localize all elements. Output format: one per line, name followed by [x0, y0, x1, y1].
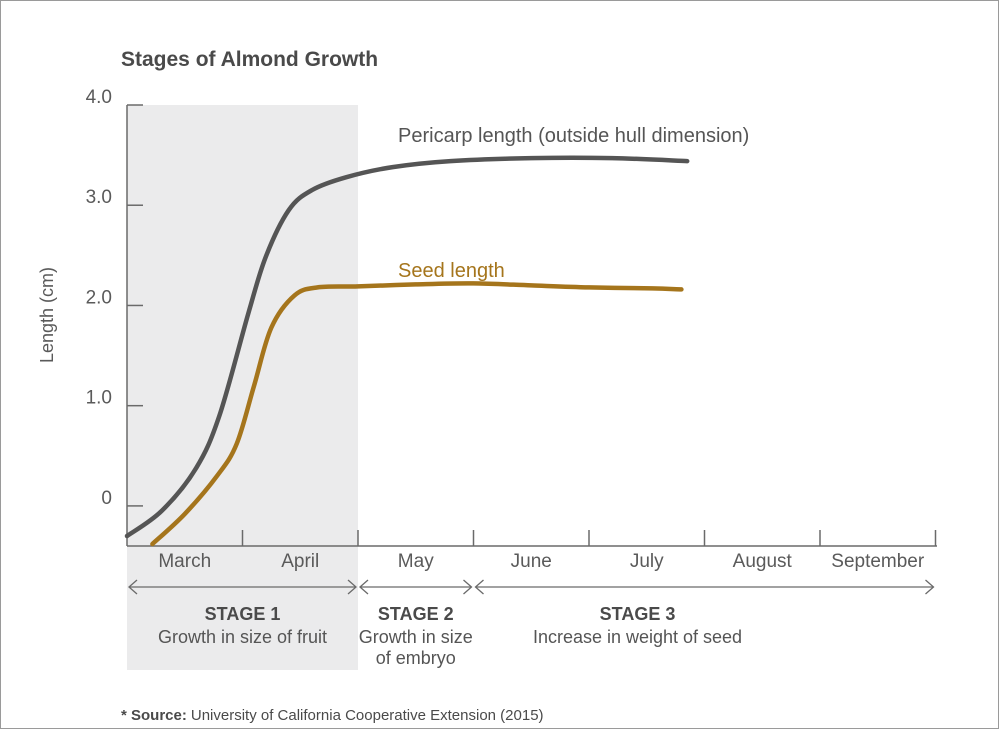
x-tick-label: August [733, 551, 793, 572]
source-note: * Source: University of California Cooper… [121, 707, 544, 724]
stage-name: STAGE 2 [378, 604, 454, 624]
seed-length-line [150, 281, 684, 547]
y-tick-label: 2.0 [86, 287, 112, 308]
stage-arrow-head-left [128, 579, 138, 595]
y-tick-label: 3.0 [86, 187, 112, 208]
stage-arrow-head-right [347, 579, 357, 595]
x-tick-label: July [630, 551, 664, 572]
stage-name: STAGE 3 [600, 604, 676, 624]
stage-description: Increase in weight of seed [533, 627, 742, 647]
series-layer [124, 155, 690, 547]
pericarp-length-line [124, 155, 690, 539]
stage-arrow-head-left [359, 579, 369, 595]
x-ticks: March April May June July August September [158, 530, 937, 572]
stage-arrow-head-right [463, 579, 473, 595]
x-tick-label: May [398, 551, 434, 572]
source-text: University of California Cooperative Ext… [191, 707, 544, 724]
x-tick-label: June [511, 551, 552, 572]
y-ticks: 0 1.0 2.0 3.0 4.0 [86, 87, 143, 509]
stage-arrow-head-left [474, 579, 484, 595]
stage-description: Growth in size [359, 627, 473, 647]
stage-name: STAGE 1 [205, 604, 281, 624]
y-tick-label: 0 [101, 488, 112, 509]
series-label-pericarp: Pericarp length (outside hull dimension) [398, 125, 749, 147]
y-axis-label: Length (cm) [37, 267, 57, 363]
x-tick-label: September [831, 551, 925, 572]
source-label: * Source: [121, 707, 187, 724]
stage-description: of embryo [376, 648, 456, 668]
series-label-seed: Seed length [398, 260, 505, 282]
y-tick-label: 1.0 [86, 388, 112, 409]
stage-description: Growth in size of fruit [158, 627, 327, 647]
chart-title: Stages of Almond Growth [121, 48, 378, 71]
y-tick-label: 4.0 [86, 87, 112, 108]
x-tick-label: March [158, 551, 211, 572]
stage-arrow-head-right [925, 579, 935, 595]
x-tick-label: April [281, 551, 319, 572]
stage-1-shading [127, 105, 358, 670]
stage-annotations: STAGE 1 Growth in size of fruit STAGE 2 Gro… [128, 579, 935, 668]
